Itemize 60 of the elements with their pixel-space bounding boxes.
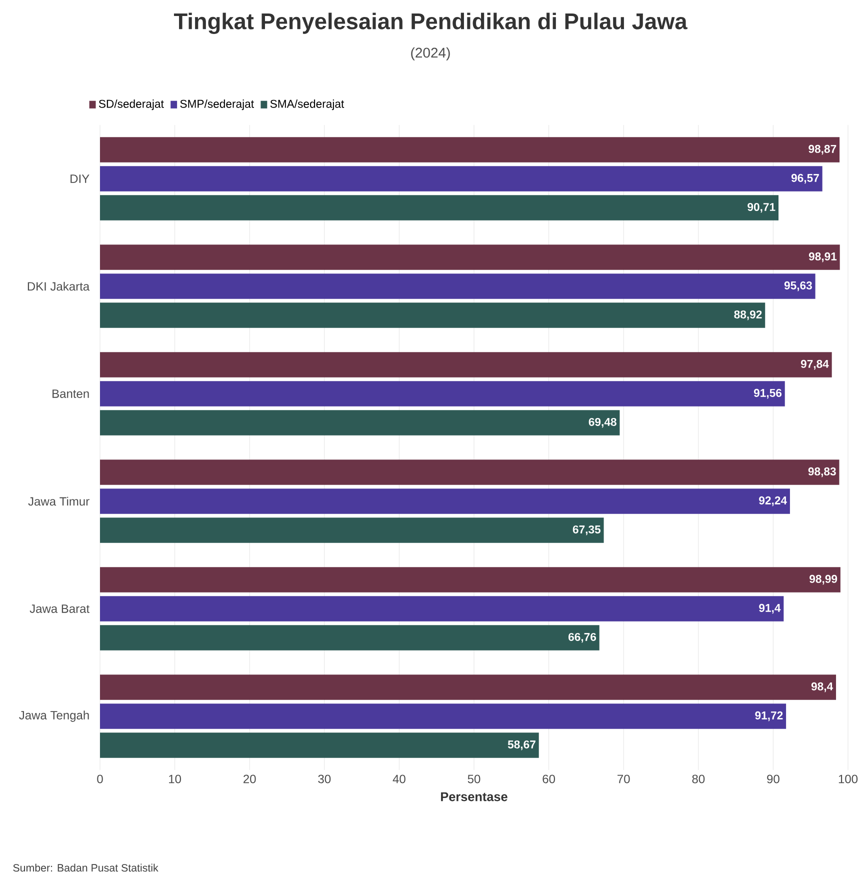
data-label: 67,35	[572, 525, 600, 536]
x-tick-label: 70	[617, 774, 630, 784]
bar	[100, 137, 840, 162]
x-tick-label: 80	[692, 774, 704, 784]
x-tick-label: 0	[96, 774, 103, 784]
bar	[100, 244, 840, 270]
y-tick-label: Jawa Timur	[28, 496, 90, 506]
data-label: 91,4	[758, 604, 780, 614]
data-label: 90,71	[747, 202, 776, 213]
data-label: 58,67	[508, 740, 536, 750]
data-label: 96,57	[791, 174, 819, 184]
bar	[100, 460, 840, 485]
bar	[100, 596, 784, 622]
y-tick-label: Banten	[52, 390, 89, 398]
x-tick-label: 40	[392, 774, 406, 784]
legend-label: SD/sederajat	[98, 100, 164, 110]
bar	[100, 732, 539, 758]
data-label: 69,48	[588, 418, 616, 428]
chart-title: Tingkat Penyelesaian Pendidikan di Pulau Jawa	[174, 12, 688, 34]
bar	[100, 567, 840, 592]
y-tick-label: Jawa Tengah	[18, 710, 89, 722]
data-label: 92,24	[758, 496, 787, 506]
bar	[100, 302, 765, 328]
chart-subtitle: (2024)	[410, 47, 450, 60]
data-label: 88,92	[734, 310, 762, 320]
bar	[100, 195, 778, 220]
data-label: 97,84	[800, 360, 829, 370]
data-label: 98,91	[808, 252, 836, 262]
x-tick-label: 90	[766, 774, 780, 784]
data-label: 98,87	[808, 144, 836, 155]
bar	[100, 410, 620, 436]
legend-label: SMP/sederajat	[180, 100, 254, 110]
bar	[100, 625, 600, 650]
data-label: 98,83	[808, 467, 836, 478]
bar	[100, 274, 816, 299]
data-label: 98,99	[809, 574, 837, 585]
bar	[100, 488, 790, 514]
bar	[100, 166, 822, 192]
text: Sumber: Badan Pusat Statistik	[12, 864, 158, 872]
bar	[100, 704, 786, 729]
x-tick-label: 10	[168, 774, 181, 784]
data-label: 91,72	[754, 711, 782, 722]
y-tick-label: DIY	[70, 174, 90, 183]
data-label: 91,56	[754, 388, 782, 399]
bar	[100, 381, 785, 406]
x-tick-label: 100	[838, 774, 858, 784]
x-tick-label: 30	[318, 774, 330, 784]
x-tick-label: 60	[542, 774, 555, 784]
data-label: 66,76	[568, 632, 596, 643]
y-tick-label: DKI Jakarta	[28, 282, 90, 291]
bar	[100, 352, 832, 378]
bar	[100, 674, 836, 700]
legend-label: SMA/sederajat	[270, 100, 344, 110]
data-label: 98,4	[811, 682, 833, 692]
bar	[100, 518, 604, 543]
y-tick-label: Jawa Barat	[30, 604, 90, 613]
x-tick-label: 50	[468, 774, 480, 784]
x-tick-label: 20	[243, 774, 256, 784]
x-axis-title: Persentase	[440, 792, 508, 802]
data-label: 95,63	[784, 281, 812, 292]
